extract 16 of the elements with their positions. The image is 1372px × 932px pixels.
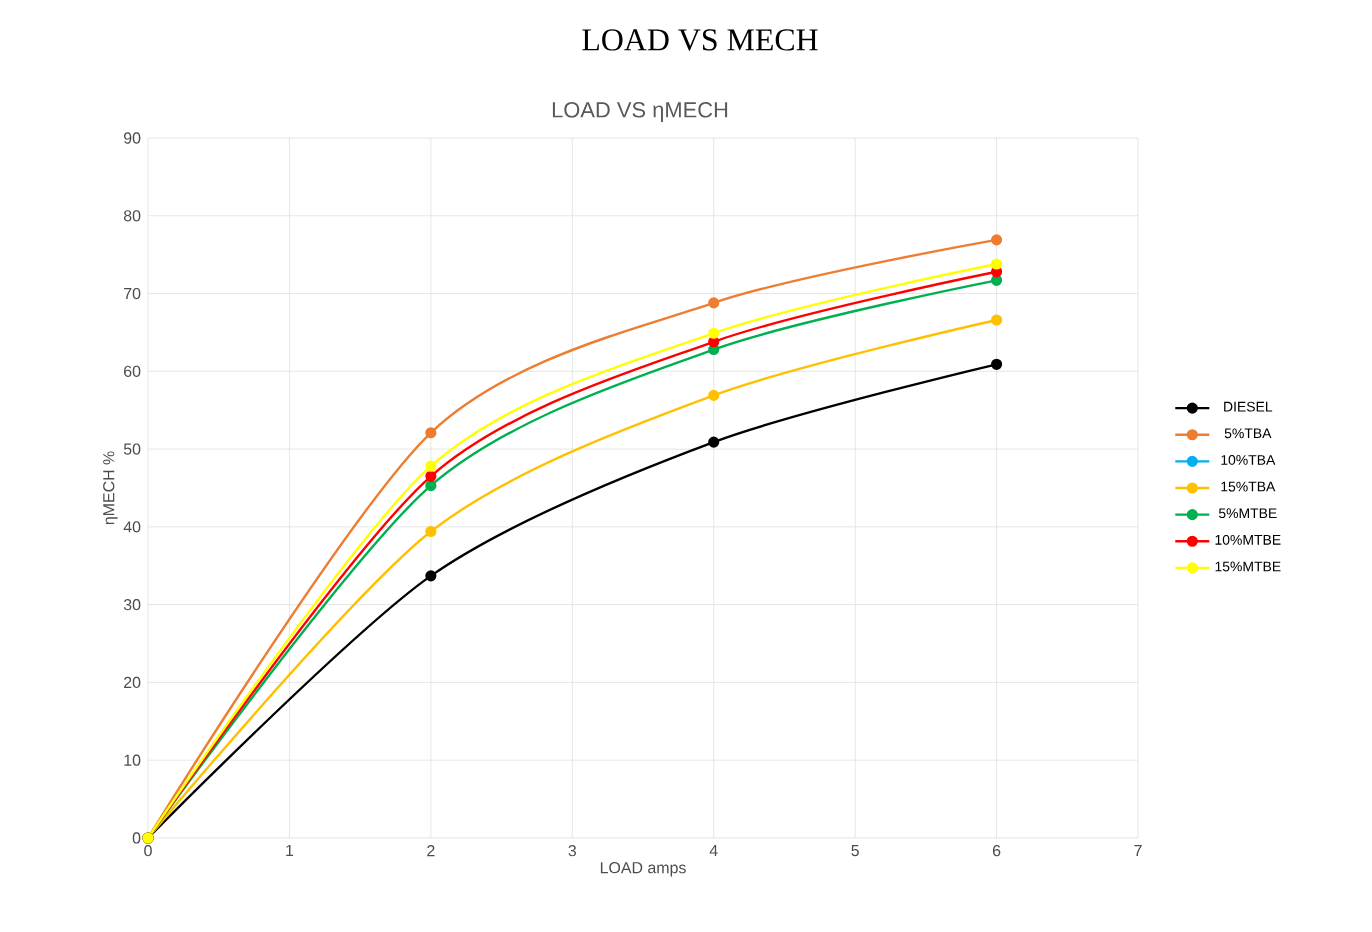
point xyxy=(708,327,720,339)
point xyxy=(425,570,437,582)
point xyxy=(991,358,1003,370)
point xyxy=(425,460,437,472)
point xyxy=(708,297,720,309)
chart-title: LOAD VS MECH xyxy=(582,29,818,51)
point xyxy=(425,525,437,538)
point xyxy=(425,480,437,492)
chart-subtitle: LOAD VS ηMECH xyxy=(552,102,728,122)
point xyxy=(991,258,1003,270)
point xyxy=(708,389,720,402)
point xyxy=(991,234,1003,246)
point xyxy=(425,470,437,482)
point xyxy=(425,427,437,439)
point xyxy=(991,314,1003,326)
point xyxy=(708,436,720,448)
